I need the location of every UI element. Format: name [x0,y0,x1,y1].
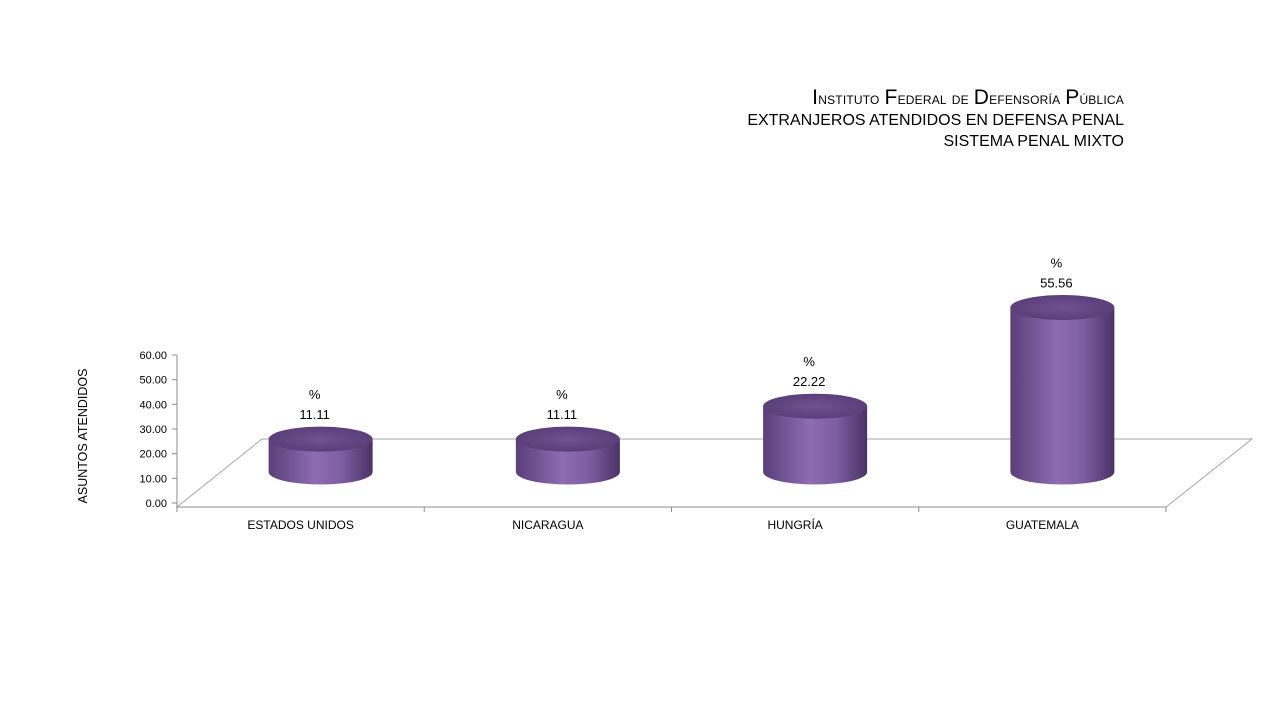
x-tick-label: GUATEMALA [1006,518,1079,532]
chart-title: Instituto Federal de Defensoría Pública [812,86,1124,109]
data-label-value: 55.56 [1040,276,1073,291]
bar [268,426,373,485]
y-tick-label: 50.00 [139,375,167,387]
data-label-prefix: % [309,387,321,402]
data-label-value: 11.11 [547,407,578,422]
data-label-value: 11.11 [299,407,330,422]
x-tick-label: ESTADOS UNIDOS [247,518,353,532]
x-tick-label: NICARAGUA [512,518,583,532]
chart-title-block: Instituto Federal de Defensoría Pública … [747,84,1124,153]
bar-body [1010,307,1115,485]
bar-body [515,439,620,485]
bar-top [268,426,373,452]
bar-body [763,406,868,485]
bar-top [515,426,620,452]
data-label-value: 22.22 [793,374,826,389]
data-label-prefix: % [556,387,568,402]
bar-body [268,439,373,485]
data-label-prefix: % [1051,256,1063,271]
y-axis-label: ASUNTOS ATENDIDOS [76,369,90,504]
y-tick-label: 60.00 [139,350,167,362]
bar [1010,295,1115,485]
bar [515,426,620,485]
x-tick-label: HUNGRÍA [767,517,822,532]
y-tick-label: 40.00 [139,399,167,411]
bar-top [1010,295,1115,321]
chart-subtitle-1: EXTRANJEROS ATENDIDOS EN DEFENSA PENAL [747,112,1124,130]
y-tick-label: 0.00 [146,498,167,510]
bar [763,393,868,485]
data-label-prefix: % [803,354,815,369]
bar-top [763,393,868,419]
chart-subtitle-2: SISTEMA PENAL MIXTO [943,133,1125,151]
y-tick-label: 10.00 [139,473,167,485]
y-tick-label: 30.00 [139,424,167,436]
y-tick-label: 20.00 [139,449,167,461]
